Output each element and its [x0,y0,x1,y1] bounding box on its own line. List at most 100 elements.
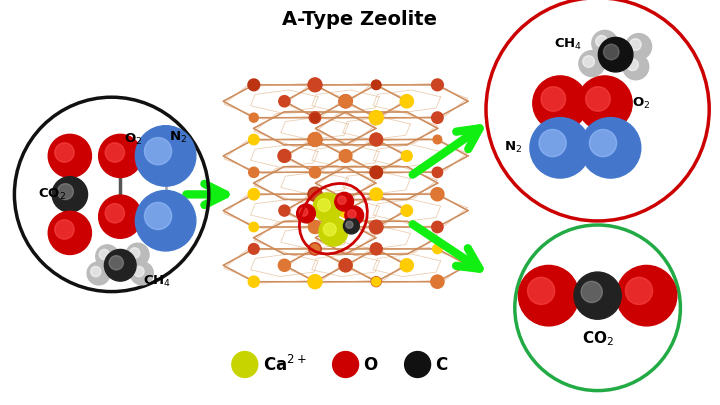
Ellipse shape [145,202,171,230]
Ellipse shape [339,95,352,108]
Ellipse shape [369,111,383,125]
Ellipse shape [338,196,346,205]
Ellipse shape [248,79,260,91]
Ellipse shape [99,249,109,260]
Ellipse shape [135,126,196,186]
Ellipse shape [55,143,74,162]
Ellipse shape [533,76,588,131]
Ellipse shape [370,221,382,233]
Ellipse shape [134,266,144,277]
Ellipse shape [372,277,381,287]
Text: CH$_4$: CH$_4$ [143,274,171,289]
Ellipse shape [370,166,382,178]
Ellipse shape [590,130,616,157]
Ellipse shape [592,30,618,56]
Ellipse shape [104,249,136,281]
Ellipse shape [96,245,119,268]
Ellipse shape [48,134,91,177]
Ellipse shape [595,36,608,47]
Ellipse shape [232,352,258,377]
Ellipse shape [279,205,290,216]
Text: O: O [364,356,378,373]
Text: N$_2$: N$_2$ [504,140,522,156]
Ellipse shape [135,190,196,251]
Ellipse shape [249,113,258,122]
Ellipse shape [623,54,649,80]
Ellipse shape [310,222,320,232]
Text: CO$_2$: CO$_2$ [38,187,66,202]
Ellipse shape [432,167,443,177]
Ellipse shape [318,198,330,211]
Ellipse shape [338,204,353,217]
Ellipse shape [248,243,259,254]
Ellipse shape [431,188,444,201]
Ellipse shape [518,265,579,326]
Ellipse shape [310,244,320,254]
Ellipse shape [99,195,142,238]
Ellipse shape [371,189,382,200]
Ellipse shape [580,117,641,178]
Ellipse shape [339,95,352,108]
Ellipse shape [340,150,351,162]
Text: O$_2$: O$_2$ [124,132,142,147]
Ellipse shape [370,166,382,179]
Ellipse shape [87,262,110,285]
Ellipse shape [126,243,149,266]
Ellipse shape [105,204,125,223]
Ellipse shape [341,206,351,215]
Ellipse shape [130,248,140,258]
Text: N$_2$: N$_2$ [169,130,187,145]
Ellipse shape [335,192,354,211]
Ellipse shape [308,132,322,147]
Ellipse shape [308,133,322,146]
Ellipse shape [105,143,125,162]
Ellipse shape [370,133,382,146]
Ellipse shape [345,206,364,225]
Ellipse shape [323,223,336,236]
Text: Ca$^{2+}$: Ca$^{2+}$ [263,354,307,375]
Ellipse shape [528,277,554,305]
Ellipse shape [598,37,633,72]
Ellipse shape [431,79,444,91]
Ellipse shape [371,112,382,123]
Ellipse shape [530,117,590,178]
Ellipse shape [58,183,73,200]
Ellipse shape [248,188,259,200]
Ellipse shape [372,80,381,90]
Ellipse shape [626,34,652,60]
Text: CH$_4$: CH$_4$ [554,37,582,52]
Ellipse shape [310,113,320,122]
Ellipse shape [248,276,259,287]
Ellipse shape [626,59,639,70]
Ellipse shape [308,78,322,92]
Ellipse shape [278,149,291,162]
Text: CO$_2$: CO$_2$ [582,329,613,347]
Ellipse shape [333,352,359,377]
Ellipse shape [372,277,381,286]
Ellipse shape [585,87,611,111]
Ellipse shape [48,211,91,254]
Ellipse shape [339,149,352,162]
Ellipse shape [616,265,677,326]
Ellipse shape [626,277,652,305]
Ellipse shape [348,210,356,218]
Ellipse shape [433,244,442,254]
Ellipse shape [310,167,320,178]
Ellipse shape [308,275,322,289]
Ellipse shape [582,56,595,67]
Ellipse shape [574,272,621,319]
Ellipse shape [339,259,352,272]
Ellipse shape [432,221,443,233]
Ellipse shape [52,177,88,212]
Ellipse shape [402,151,412,161]
Ellipse shape [400,95,413,108]
Ellipse shape [370,133,382,146]
Ellipse shape [310,167,320,178]
Ellipse shape [603,44,619,60]
Ellipse shape [433,135,442,144]
Ellipse shape [401,205,413,216]
Ellipse shape [300,208,308,216]
Ellipse shape [279,96,290,107]
Ellipse shape [109,256,123,270]
Ellipse shape [405,352,431,377]
